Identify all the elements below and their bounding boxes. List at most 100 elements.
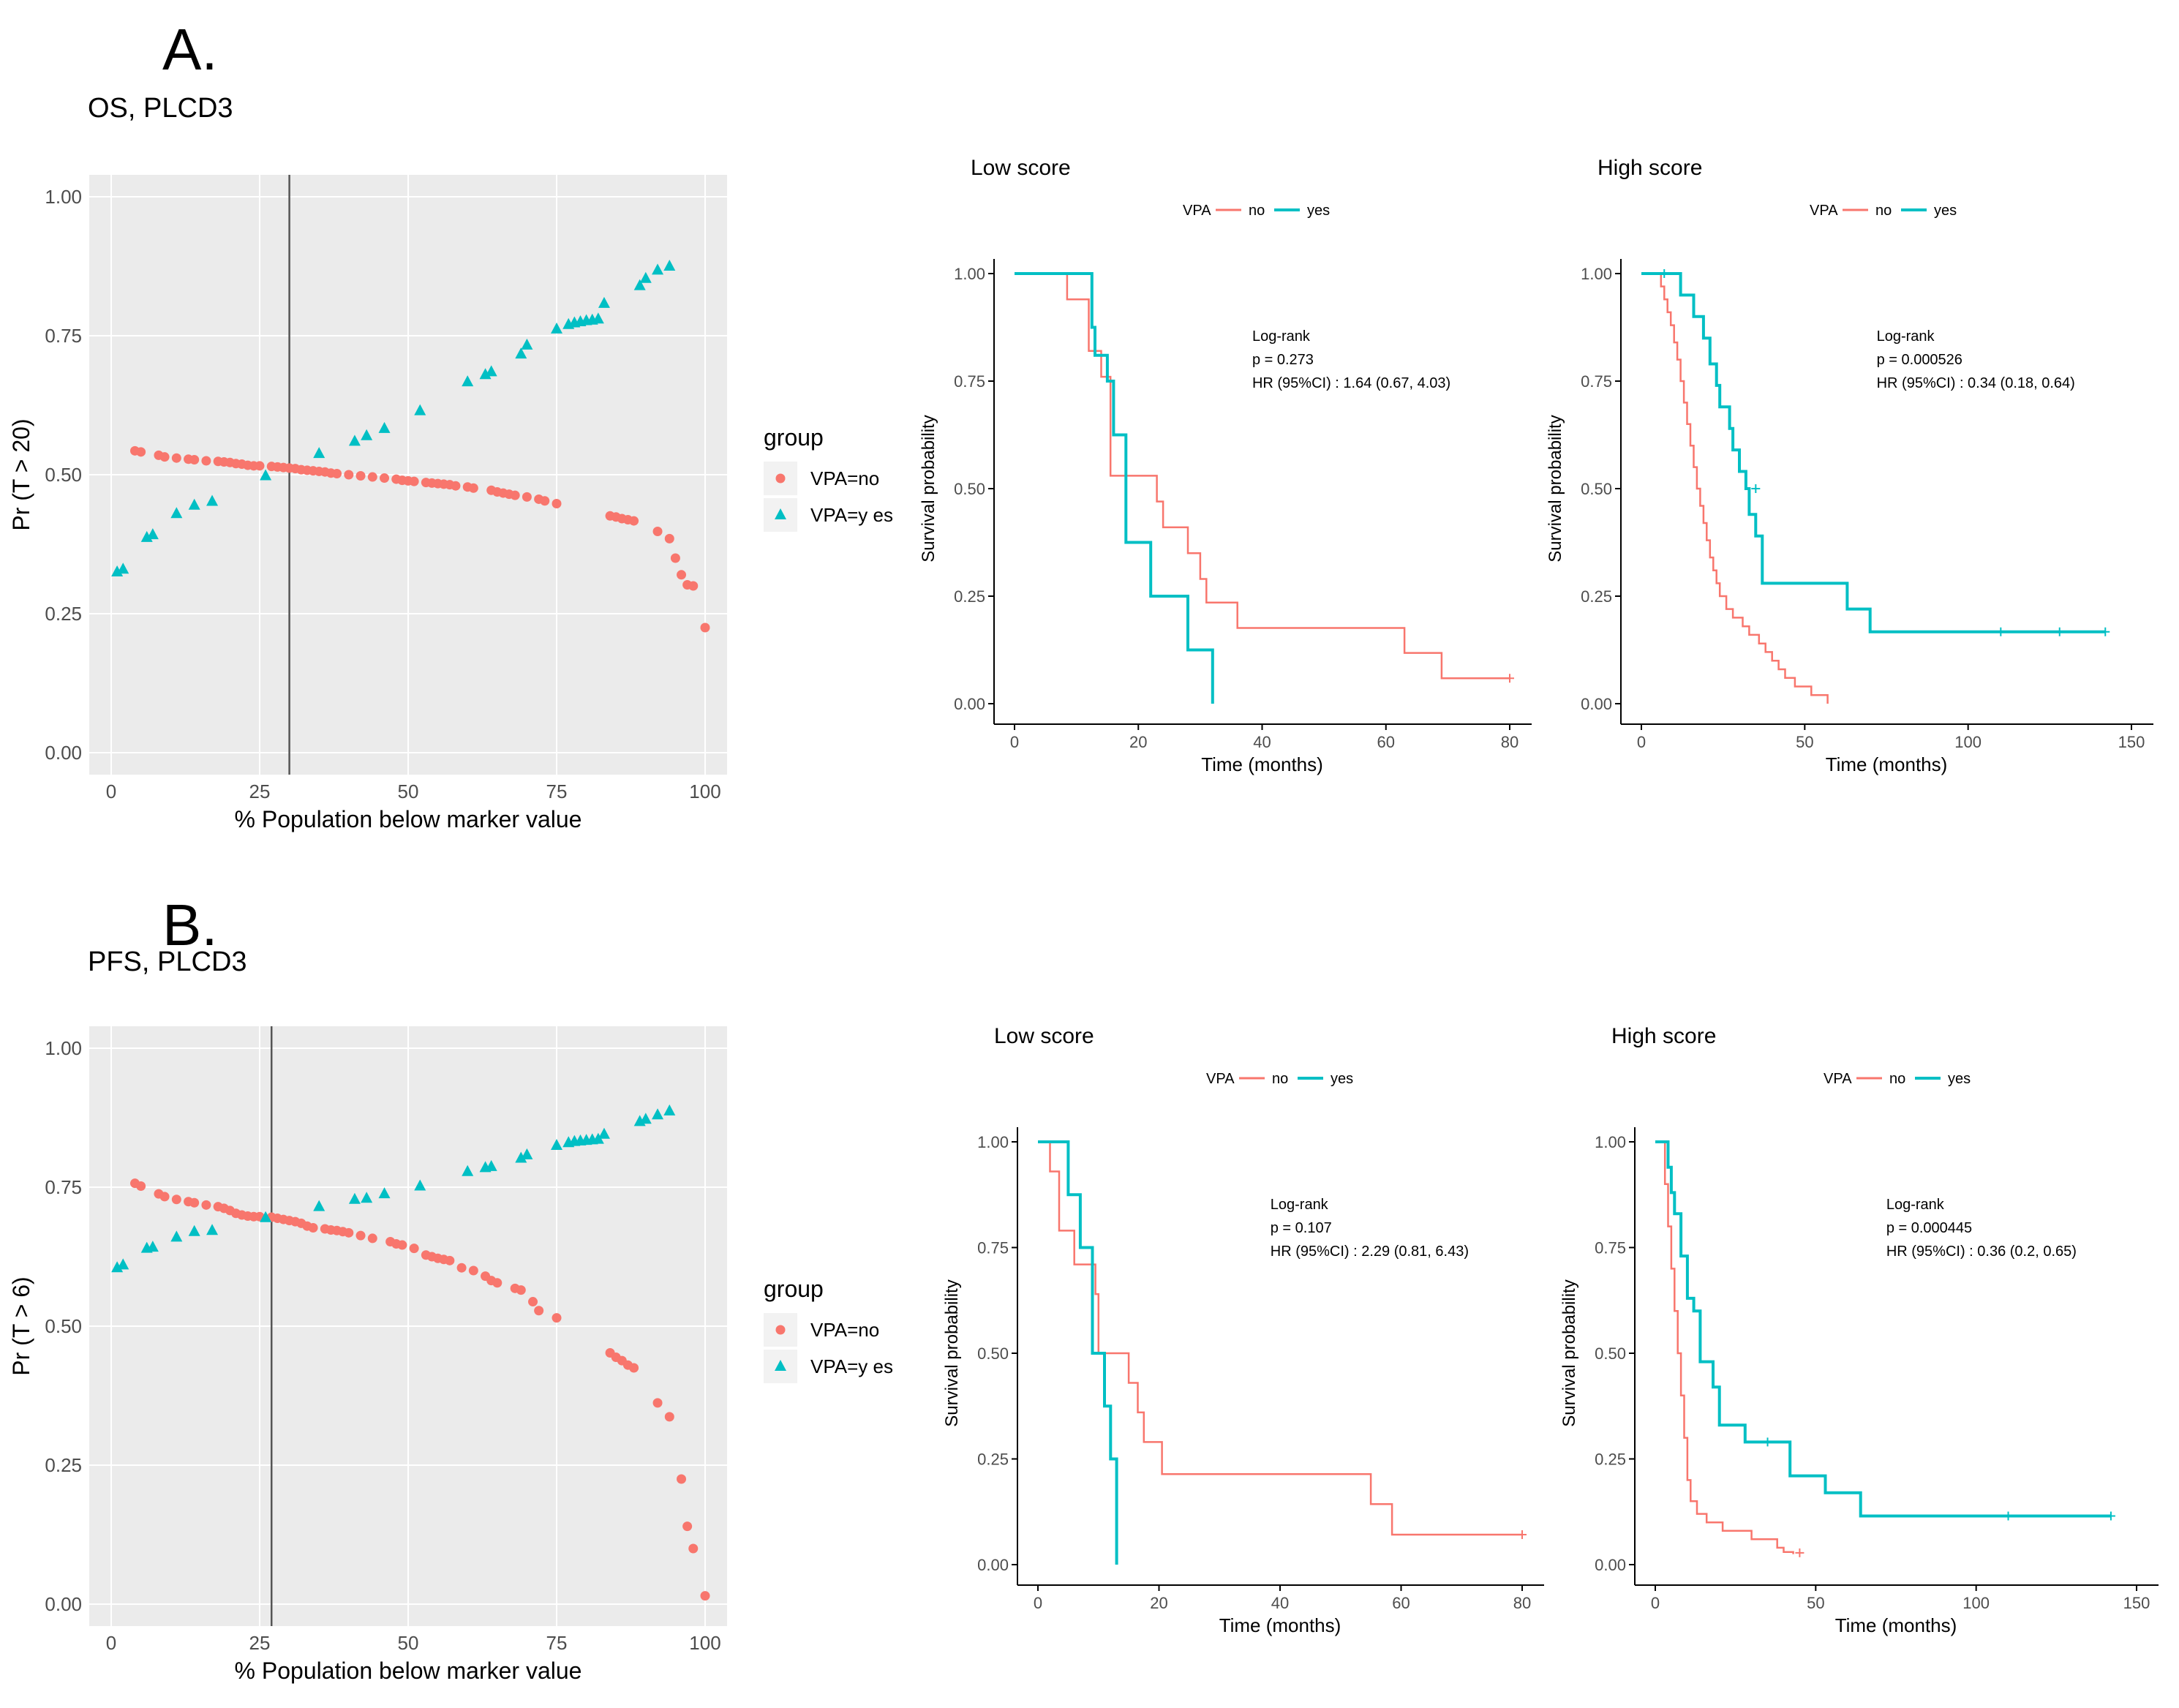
point-vpa-no	[700, 622, 710, 633]
point-vpa-no	[380, 473, 390, 484]
x-tick-label: 40	[1253, 733, 1271, 751]
km-curve-no	[1655, 1140, 1794, 1554]
km-curve-yes	[1038, 1140, 1118, 1565]
legend-label-yes: VPA=y es	[810, 504, 893, 526]
point-vpa-yes	[663, 1104, 676, 1116]
km-annotation-line: p = 0.273	[1252, 352, 1314, 368]
point-vpa-no	[344, 1227, 354, 1238]
x-tick-label: 0	[1651, 1594, 1660, 1612]
x-tick-label: 50	[1796, 733, 1813, 751]
x-tick-label: 0	[1637, 733, 1646, 751]
point-vpa-no	[367, 472, 377, 482]
point-vpa-no	[397, 1240, 407, 1250]
km-curve-no	[1641, 272, 1829, 704]
point-vpa-no	[528, 1297, 538, 1307]
point-vpa-yes	[146, 528, 159, 540]
point-vpa-yes	[313, 447, 325, 459]
point-vpa-no	[255, 461, 265, 471]
x-tick-label: 25	[249, 780, 271, 802]
y-tick-label: 0.25	[45, 603, 82, 625]
point-vpa-no	[201, 456, 211, 466]
y-tick-label: 0.00	[1595, 1556, 1626, 1574]
plot-b-marker: 0 25 50 75 100 0.00 0.25 0.50 0.75 1.00 % Populati…	[8, 1026, 893, 1684]
point-vpa-yes	[188, 1224, 200, 1236]
x-tick-label: 60	[1377, 733, 1395, 751]
point-vpa-yes	[639, 1113, 652, 1124]
point-vpa-yes	[551, 1139, 562, 1150]
point-vpa-no	[409, 1244, 419, 1254]
point-vpa-no	[700, 1591, 710, 1601]
y-tick-label: 0.00	[45, 742, 82, 764]
y-tick-label: 0.75	[1581, 372, 1612, 391]
x-axis-label: Time (months)	[1219, 1614, 1341, 1636]
y-tick-label: 0.50	[45, 1315, 82, 1337]
point-vpa-no	[468, 483, 478, 493]
point-vpa-no	[355, 1230, 366, 1241]
point-vpa-no	[510, 490, 520, 500]
km-legend-label-no: no	[1875, 203, 1892, 219]
point-vpa-no	[552, 1313, 562, 1323]
point-vpa-yes	[652, 1108, 664, 1120]
km-annotation-line: Log-rank	[1886, 1197, 1945, 1213]
point-vpa-yes	[260, 469, 272, 481]
legend-label-no: VPA=no	[810, 1319, 879, 1341]
point-vpa-no	[516, 1285, 526, 1295]
x-tick-label: 80	[1501, 733, 1518, 751]
y-tick-label: 1.00	[45, 1037, 82, 1059]
point-vpa-no	[664, 1412, 674, 1422]
point-vpa-no	[355, 471, 366, 481]
point-vpa-yes	[146, 1241, 159, 1252]
point-vpa-yes	[348, 1192, 361, 1204]
y-axis-label: Survival probability	[942, 1279, 962, 1426]
point-vpa-no	[344, 470, 354, 480]
x-tick-label: 100	[689, 780, 720, 802]
y-tick-label: 0.75	[45, 325, 82, 347]
y-tick-label: 0.00	[954, 695, 985, 713]
censor-mark-yes	[1660, 269, 1669, 278]
point-vpa-no	[456, 1263, 467, 1273]
point-vpa-yes	[551, 322, 562, 334]
point-vpa-yes	[361, 1192, 373, 1203]
km-annotation-line: HR (95%CI) : 2.29 (0.81, 6.43)	[1271, 1244, 1469, 1260]
km-legend-label-no: no	[1249, 203, 1265, 219]
km-title: High score	[1597, 156, 1702, 180]
point-vpa-no	[534, 1306, 544, 1316]
censor-mark-no	[1505, 674, 1514, 683]
plot-a-km-low: 0 20 40 60 80 0.00 0.25 0.50 0.75 1.00 Low score VP…	[919, 156, 1532, 775]
x-tick-label: 150	[2118, 733, 2145, 751]
y-tick-label: 0.50	[1581, 480, 1612, 498]
y-tick-label: 0.00	[45, 1593, 82, 1615]
censor-mark-yes	[2106, 1511, 2115, 1521]
point-vpa-yes	[485, 365, 497, 377]
km-annotation-line: HR (95%CI) : 1.64 (0.67, 4.03)	[1252, 375, 1450, 391]
point-vpa-yes	[521, 338, 533, 350]
x-axis-label: Time (months)	[1201, 753, 1323, 775]
x-tick-label: 80	[1513, 1594, 1531, 1612]
point-vpa-no	[136, 447, 146, 457]
censor-mark-yes	[1763, 1437, 1772, 1447]
km-curve-no	[1015, 272, 1510, 680]
y-tick-label: 0.75	[45, 1176, 82, 1198]
point-vpa-yes	[462, 1165, 474, 1176]
km-annotation-line: Log-rank	[1271, 1197, 1329, 1213]
km-legend-label-yes: yes	[1948, 1071, 1971, 1087]
x-tick-label: 40	[1271, 1594, 1289, 1612]
y-axis-label: Pr (T > 6)	[8, 1276, 34, 1375]
point-vpa-no	[629, 1363, 639, 1373]
km-annotation-line: p = 0.107	[1271, 1220, 1332, 1236]
x-tick-label: 25	[249, 1632, 271, 1654]
censor-mark-yes	[1996, 627, 2006, 636]
y-tick-label: 1.00	[1581, 265, 1612, 283]
point-vpa-yes	[414, 1179, 426, 1191]
point-vpa-yes	[598, 296, 610, 308]
point-vpa-no	[367, 1233, 377, 1244]
km-annotation-line: Log-rank	[1877, 328, 1935, 345]
panel-letter-a: A.	[162, 17, 218, 82]
km-annotation-line: Log-rank	[1252, 328, 1311, 345]
km-curve-yes	[1655, 1140, 2111, 1518]
y-tick-label: 0.75	[977, 1239, 1009, 1257]
point-vpa-yes	[188, 498, 200, 510]
point-vpa-yes	[598, 1127, 610, 1139]
legend-label-yes: VPA=y es	[810, 1355, 893, 1377]
point-vpa-yes	[592, 312, 604, 324]
